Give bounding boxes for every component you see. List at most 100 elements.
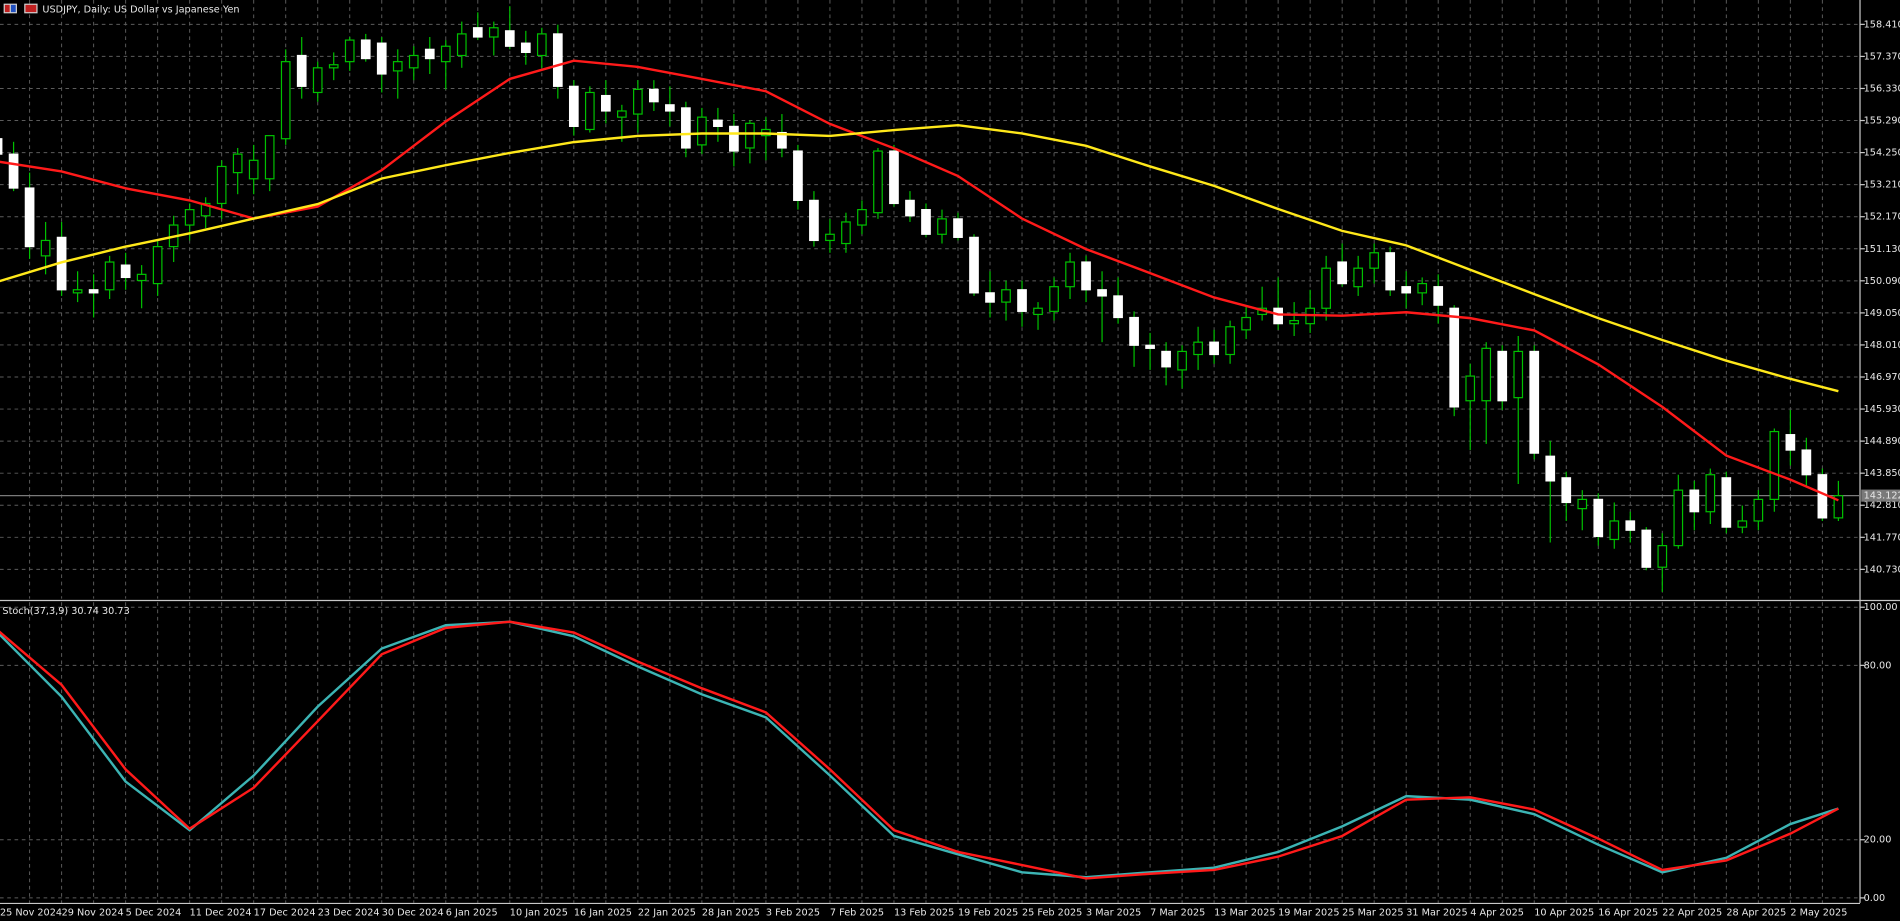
candle-body-up (216, 165, 227, 205)
x-tick-label: 17 Dec 2024 (254, 908, 316, 919)
x-tick-label: 19 Feb 2025 (958, 908, 1018, 919)
candle-body-down (809, 199, 819, 242)
candle-body-down (1113, 295, 1123, 319)
x-tick-label: 10 Jan 2025 (510, 908, 568, 919)
y-tick-label: 140.730 (1864, 564, 1900, 575)
candle-body-up (841, 221, 851, 245)
candle-body-down (520, 42, 531, 54)
candle-body-up (873, 150, 883, 214)
x-tick-label: 13 Mar 2025 (1214, 908, 1275, 919)
candle-body-down (681, 107, 691, 149)
candle-body-up (1177, 350, 1187, 371)
x-tick-label: 3 Mar 2025 (1086, 908, 1141, 919)
y-tick-label: 155.290 (1864, 116, 1900, 127)
candle-body-up (1657, 545, 1668, 568)
candle-body-down (905, 199, 915, 217)
candle-body-down (424, 48, 435, 60)
y-tick-label: 156.330 (1864, 83, 1900, 94)
y-tick-label: 151.130 (1864, 244, 1900, 255)
candle-body-down (120, 264, 131, 279)
candle-body-up (392, 61, 403, 72)
y-tick-label: 141.770 (1864, 532, 1900, 543)
candle-body-down (1593, 498, 1604, 537)
candle-body-down (1529, 350, 1540, 454)
candle-body-up (617, 110, 627, 118)
candle-body-up (1001, 289, 1011, 303)
candle-body-up (584, 91, 595, 131)
candle-body-up (152, 246, 163, 285)
candle-body-up (1321, 267, 1332, 309)
candle-body-up (40, 239, 51, 257)
candle-body-up (1481, 347, 1492, 402)
candle-body-down (665, 104, 675, 112)
candle-body-up (1833, 495, 1844, 519)
x-tick-label: 16 Jan 2025 (574, 908, 632, 919)
y-tick-label: 150.090 (1864, 276, 1900, 287)
stochastic-line (0, 620, 1839, 880)
y-tick-label: 20.00 (1864, 835, 1892, 846)
candle-body-up (1513, 350, 1524, 399)
moving-average-line (0, 59, 1839, 502)
candle-body-up (825, 233, 835, 242)
x-tick-label: 16 Apr 2025 (1598, 908, 1658, 919)
y-tick-label: 158.410 (1864, 19, 1900, 30)
candle-body-up (1465, 375, 1476, 402)
candle-body-down (1497, 350, 1508, 402)
candle-body-down (472, 27, 483, 38)
x-tick-label: 13 Feb 2025 (894, 908, 954, 919)
candle-body-up (937, 218, 947, 235)
candle-body-up (488, 27, 499, 38)
x-tick-label: 7 Mar 2025 (1150, 908, 1205, 919)
candle-body-down (921, 209, 931, 235)
candle-body-up (1353, 267, 1364, 288)
candle-body-down (1433, 286, 1444, 306)
candle-body-down (1561, 477, 1572, 504)
y-tick-label: 145.930 (1864, 404, 1900, 415)
x-tick-label: 4 Apr 2025 (1470, 908, 1524, 919)
y-tick-label: 80.00 (1864, 660, 1892, 671)
y-tick-label: 149.050 (1864, 308, 1900, 319)
x-tick-label: 10 Apr 2025 (1534, 908, 1594, 919)
candle-body-up (745, 122, 755, 149)
y-tick-label: 153.210 (1864, 180, 1900, 191)
candle-body-up (456, 33, 467, 57)
x-tick-label: 6 Jan 2025 (446, 908, 498, 919)
candle-body-down (1337, 261, 1348, 285)
candle-body-down (969, 236, 979, 294)
y-tick-label: 154.250 (1864, 148, 1900, 159)
x-tick-label: 5 Dec 2024 (126, 908, 182, 919)
candle-body-up (264, 135, 275, 180)
candle-body-down (88, 289, 99, 294)
candle-body-up (1753, 498, 1764, 522)
y-tick-label: 146.970 (1864, 372, 1900, 383)
y-tick-label: 0.00 (1864, 893, 1886, 904)
x-tick-label: 3 Feb 2025 (766, 908, 820, 919)
candle-body-up (136, 273, 147, 282)
x-tick-label: 22 Jan 2025 (638, 908, 696, 919)
x-tick-label: 29 Nov 2024 (62, 908, 124, 919)
candle-body-down (649, 88, 659, 103)
candle-body-down (1129, 316, 1139, 346)
candle-body-down (1625, 520, 1636, 531)
x-tick-label: 28 Apr 2025 (1726, 908, 1786, 919)
x-tick-label: 11 Dec 2024 (190, 908, 252, 919)
moving-average-line (0, 123, 1839, 393)
symbol-icon (3, 3, 38, 14)
candle-body-up (1065, 261, 1075, 288)
candle-body-up (232, 153, 243, 174)
candle-body-up (328, 64, 339, 69)
candle-body-down (729, 125, 739, 152)
candle-body-down (0, 138, 3, 155)
candle-body-up (408, 54, 419, 69)
x-tick-label: 30 Dec 2024 (382, 908, 444, 919)
candle-body-up (72, 289, 83, 294)
candle-body-down (1721, 477, 1732, 528)
candle-body-down (1081, 261, 1091, 291)
candle-body-down (1785, 434, 1796, 451)
candle-body-up (697, 116, 707, 146)
y-tick-label: 157.370 (1864, 51, 1900, 62)
y-tick-label: 143.850 (1864, 468, 1900, 479)
candle-body-down (1209, 341, 1219, 356)
x-tick-label: 19 Mar 2025 (1278, 908, 1339, 919)
chart-title: USDJPY, Daily: US Dollar vs Japanese Yen (42, 5, 239, 16)
